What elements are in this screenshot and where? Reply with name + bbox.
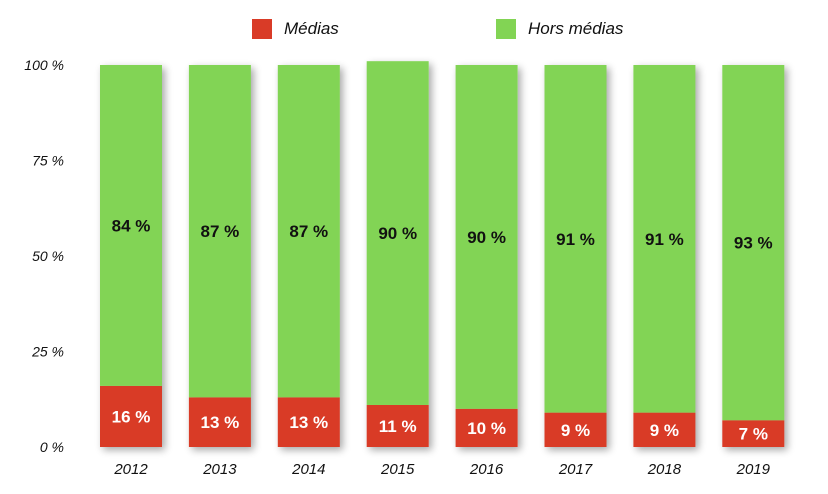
bar-stack-2015 xyxy=(366,61,429,447)
data-label-medias-2015: 11 % xyxy=(379,417,417,436)
data-label-hors-medias-2013: 87 % xyxy=(201,222,240,241)
bars: 16 % 84 % 13 % 87 % 13 % 87 % 11 % 90 % 10 % 90 %… xyxy=(100,61,785,447)
x-tick-label-2014: 2014 xyxy=(291,461,325,478)
bar-segment-hors-medias-2014 xyxy=(277,65,340,398)
bar-stack-2012 xyxy=(100,65,162,447)
legend-label-hors-medias: Hors médias xyxy=(528,19,624,38)
data-label-hors-medias-2015: 90 % xyxy=(378,224,417,243)
bar-segment-hors-medias-2015 xyxy=(366,61,429,405)
data-label-hors-medias-2014: 87 % xyxy=(289,222,328,241)
bar-stack-2014 xyxy=(277,65,340,447)
bar-stack-2019 xyxy=(722,65,785,447)
bar-stack-2016 xyxy=(455,65,518,447)
legend-item-medias: Médias xyxy=(252,18,339,40)
legend-label-medias: Médias xyxy=(284,19,339,38)
data-label-hors-medias-2012: 84 % xyxy=(112,216,151,235)
bar-segment-medias-2012 xyxy=(100,385,162,447)
bar-segment-medias-2018 xyxy=(633,412,696,447)
data-label-hors-medias-2017: 91 % xyxy=(556,230,595,249)
bar-segment-medias-2017 xyxy=(544,412,607,447)
data-label-medias-2017: 9 % xyxy=(561,421,590,440)
x-tick-label-2019: 2019 xyxy=(736,461,771,478)
data-label-hors-medias-2016: 90 % xyxy=(467,228,506,247)
y-axis: 0 % 25 % 50 % 75 % 100 % xyxy=(24,57,64,455)
y-tick-label: 75 % xyxy=(32,153,64,169)
x-tick-label-2016: 2016 xyxy=(469,461,504,478)
legend-item-hors-medias: Hors médias xyxy=(496,18,623,40)
x-tick-label-2015: 2015 xyxy=(380,461,415,478)
bar-segment-medias-2014 xyxy=(277,397,340,447)
data-label-medias-2019: 7 % xyxy=(739,425,768,444)
bar-segment-hors-medias-2017 xyxy=(544,65,607,413)
x-tick-label-2012: 2012 xyxy=(113,461,148,478)
bar-segment-medias-2019 xyxy=(722,420,785,447)
data-label-hors-medias-2019: 93 % xyxy=(734,234,773,253)
data-label-medias-2012: 16 % xyxy=(112,407,151,426)
y-tick-label: 50 % xyxy=(32,248,64,264)
bar-stack-2013 xyxy=(188,65,251,447)
x-tick-label-2017: 2017 xyxy=(558,461,593,478)
data-label-medias-2014: 13 % xyxy=(289,413,328,432)
x-tick-label-2018: 2018 xyxy=(647,461,682,478)
x-axis: 2012 2013 2014 2015 2016 2017 2018 2019 xyxy=(113,461,770,478)
y-tick-label: 100 % xyxy=(24,57,64,73)
bar-segment-hors-medias-2018 xyxy=(633,65,696,413)
legend-swatch-medias xyxy=(252,19,272,39)
legend-swatch-hors-medias xyxy=(496,19,516,39)
data-label-medias-2013: 13 % xyxy=(201,413,240,432)
data-label-medias-2016: 10 % xyxy=(467,419,506,438)
bar-stack-2018 xyxy=(633,65,696,447)
bar-stack-2017 xyxy=(544,65,607,447)
data-label-medias-2018: 9 % xyxy=(650,421,679,440)
bar-segment-medias-2016 xyxy=(455,408,518,447)
bar-segment-hors-medias-2012 xyxy=(100,65,162,386)
y-tick-label: 0 % xyxy=(40,439,64,455)
data-label-hors-medias-2018: 91 % xyxy=(645,230,684,249)
y-tick-label: 25 % xyxy=(31,344,64,360)
bar-segment-hors-medias-2016 xyxy=(455,65,518,409)
bar-segment-medias-2013 xyxy=(188,397,251,447)
bar-segment-hors-medias-2013 xyxy=(188,65,251,398)
x-tick-label-2013: 2013 xyxy=(202,461,237,478)
bar-segment-hors-medias-2019 xyxy=(722,65,785,421)
bar-segment-medias-2015 xyxy=(366,404,429,447)
